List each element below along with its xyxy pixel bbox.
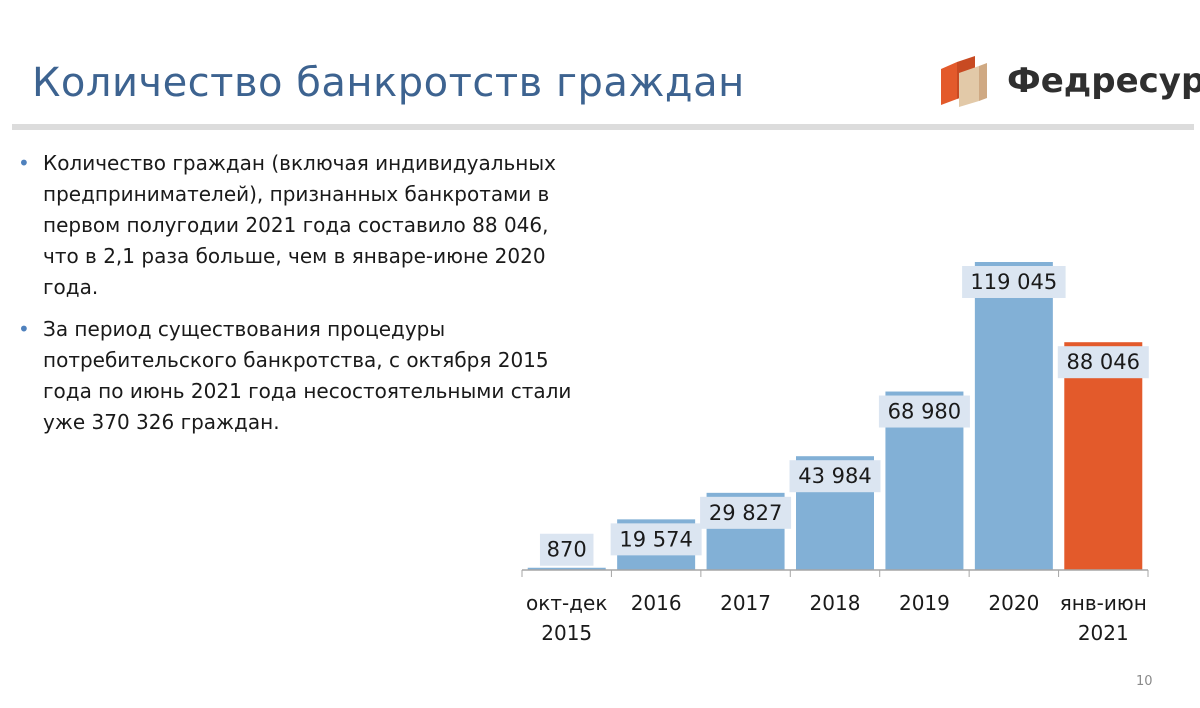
bullet-item: • За период существования процедуры потр… xyxy=(14,314,574,438)
bullet-item: • Количество граждан (включая индивидуал… xyxy=(14,148,574,303)
data-label-bg-4 xyxy=(878,395,970,428)
data-label-0: 870 xyxy=(547,538,587,562)
data-label-6: 88 046 xyxy=(1067,350,1140,374)
data-label-2: 29 827 xyxy=(709,501,782,525)
category-label-4: 2019 xyxy=(899,591,950,615)
category-label-6: 2021 xyxy=(1078,621,1129,645)
bullet-list: • Количество граждан (включая индивидуал… xyxy=(14,148,574,449)
bullet-dot-icon: • xyxy=(18,317,30,341)
data-label-bg-5 xyxy=(962,266,1066,298)
data-label-bg-2 xyxy=(700,496,792,529)
logo-text: Федресурс xyxy=(1007,61,1200,101)
slide-title: Количество банкротств граждан xyxy=(32,60,745,106)
bullet-text: За период существования процедуры потреб… xyxy=(43,317,572,434)
category-label-2: 2017 xyxy=(720,591,771,615)
category-label-1: 2016 xyxy=(631,591,682,615)
data-label-bg-1 xyxy=(610,523,702,556)
category-label-3: 2018 xyxy=(810,591,861,615)
title-divider xyxy=(12,124,1194,130)
fedresurs-logo: Федресурс xyxy=(935,55,1200,107)
data-label-4: 68 980 xyxy=(888,400,961,424)
bar-6 xyxy=(1064,342,1143,570)
category-label-6: янв-июн xyxy=(1060,591,1147,615)
category-label-0: окт-дек xyxy=(526,591,607,615)
data-label-bg-6 xyxy=(1057,346,1149,379)
bullet-text: Количество граждан (включая индивидуальн… xyxy=(43,151,556,299)
category-label-0: 2015 xyxy=(541,621,592,645)
page-number: 10 xyxy=(1136,674,1153,689)
data-label-bg-3 xyxy=(789,460,881,493)
data-label-5: 119 045 xyxy=(970,270,1057,294)
data-label-1: 19 574 xyxy=(619,527,692,551)
data-label-3: 43 984 xyxy=(798,464,871,488)
bar-5 xyxy=(974,262,1053,570)
bullet-dot-icon: • xyxy=(18,151,30,175)
category-label-5: 2020 xyxy=(988,591,1039,615)
data-label-bg-0 xyxy=(539,533,594,566)
bar-0 xyxy=(527,567,606,570)
fedresurs-logo-icon xyxy=(941,56,987,107)
